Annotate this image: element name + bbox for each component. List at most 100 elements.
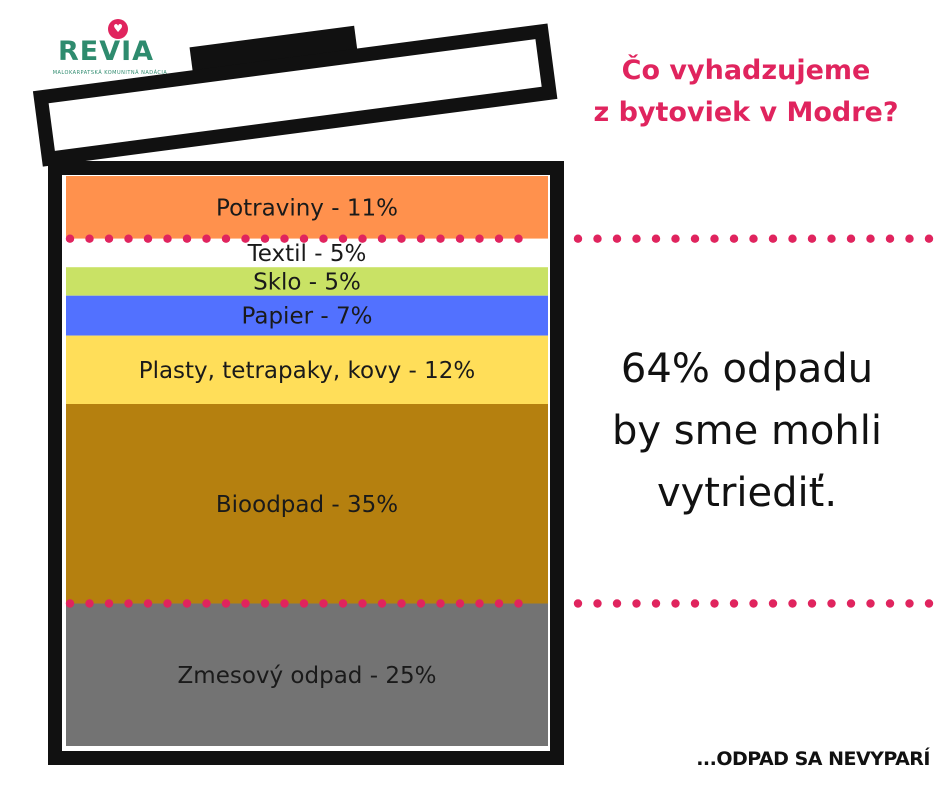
separator-dot	[846, 234, 856, 243]
separator-dot	[924, 599, 934, 608]
separator-dot	[768, 599, 778, 608]
separator-dot	[260, 599, 270, 608]
separator-dot	[768, 234, 778, 243]
separator-dot	[514, 599, 523, 608]
separator-dot	[514, 234, 523, 243]
segment-label: Papier - 7%	[242, 304, 373, 330]
separator-dot	[85, 599, 94, 608]
separator-dot	[202, 234, 211, 243]
separator-dot	[377, 234, 387, 243]
separator-dot	[827, 234, 836, 243]
separator-dot	[202, 599, 211, 608]
separator-dot	[475, 599, 484, 608]
separator-dot	[905, 599, 914, 608]
separator-dot	[671, 234, 680, 243]
claim-line-3: vytriediť.	[656, 470, 838, 516]
separator-dot	[710, 599, 719, 608]
separator-dot	[280, 599, 289, 608]
separator-dot	[221, 599, 231, 608]
separator-dot	[885, 599, 895, 608]
separator-dot	[651, 599, 661, 608]
separator-dot	[299, 234, 309, 243]
separator-dot	[124, 234, 133, 243]
separator-dot	[729, 599, 739, 608]
separator-dot	[455, 599, 465, 608]
separator-dot	[924, 234, 934, 243]
separator-dot	[104, 599, 114, 608]
separator-dot	[807, 599, 817, 608]
separator-dot	[593, 599, 602, 608]
separator-dot	[377, 599, 387, 608]
separator-dot	[143, 599, 153, 608]
separator-dot	[494, 234, 504, 243]
segment-potraviny	[66, 176, 548, 239]
logo-tagline: MALOKARPATSKÁ KOMUNITNÁ NADÁCIA	[52, 70, 168, 76]
separator-dot	[710, 234, 719, 243]
segment-zmesov-odpad	[66, 603, 548, 746]
separator-dot	[260, 234, 270, 243]
heart-icon: ♥	[108, 19, 128, 39]
separator-dot	[593, 234, 602, 243]
segment-bioodpad	[66, 404, 548, 604]
separator-dot	[788, 599, 797, 608]
separator-dot	[690, 234, 700, 243]
separator-dot	[573, 599, 583, 608]
dotted-separators	[65, 234, 934, 608]
separator-dot	[65, 234, 75, 243]
separator-dot	[358, 234, 367, 243]
separator-dot	[416, 234, 426, 243]
separator-dot	[475, 234, 484, 243]
separator-dot	[397, 234, 406, 243]
segment-label: Textil - 5%	[247, 241, 367, 267]
separator-dot	[104, 234, 114, 243]
segment-papier	[66, 295, 548, 336]
separator-dot	[651, 234, 661, 243]
separator-dot	[221, 234, 231, 243]
separator-dot	[436, 234, 445, 243]
separator-dot	[299, 599, 309, 608]
claim-line-2: by sme mohli	[612, 408, 882, 454]
separator-dot	[280, 234, 289, 243]
bin-segments: Potraviny - 11% Textil - 5%Sklo - 5% Papie…	[66, 176, 548, 746]
separator-dot	[632, 599, 641, 608]
separator-dot	[319, 599, 328, 608]
separator-dot	[143, 234, 153, 243]
separator-dot	[358, 599, 367, 608]
separator-dot	[690, 599, 700, 608]
separator-dot	[163, 234, 172, 243]
separator-dot	[749, 234, 758, 243]
separator-dot	[866, 599, 875, 608]
segment-plasty-tetrapaky-kovy	[66, 335, 548, 404]
separator-dot	[632, 234, 641, 243]
separator-dot	[397, 599, 406, 608]
segment-textil	[66, 238, 548, 268]
separator-dot	[788, 234, 797, 243]
separator-dot	[573, 234, 583, 243]
segment-label: Plasty, tetrapaky, kovy - 12%	[139, 358, 476, 384]
separator-dot	[241, 234, 250, 243]
bin-lid	[32, 23, 558, 167]
title-line-1: Čo vyhadzujeme	[621, 55, 871, 86]
separator-dot	[612, 234, 622, 243]
separator-dot	[729, 234, 739, 243]
separator-dot	[827, 599, 836, 608]
separator-dot	[905, 234, 914, 243]
separator-dot	[416, 599, 426, 608]
recyclable-claim: 64% odpadu by sme mohli vytriediť.	[568, 338, 926, 524]
separator-dot	[241, 599, 250, 608]
separator-dot	[612, 599, 622, 608]
separator-dot	[866, 234, 875, 243]
separator-dot	[163, 599, 172, 608]
footer-slogan: ...ODPAD SA NEVYPARÍ	[696, 748, 930, 770]
title-line-2: z bytoviek v Modre?	[593, 97, 899, 128]
separator-dot	[338, 599, 348, 608]
separator-dot	[124, 599, 133, 608]
claim-line-1: 64% odpadu	[620, 346, 874, 392]
page-title: Čo vyhadzujeme z bytoviek v Modre?	[556, 50, 936, 134]
separator-dot	[885, 234, 895, 243]
separator-dot	[807, 234, 817, 243]
separator-dot	[436, 599, 445, 608]
segment-sklo	[66, 267, 548, 296]
separator-dot	[65, 599, 75, 608]
